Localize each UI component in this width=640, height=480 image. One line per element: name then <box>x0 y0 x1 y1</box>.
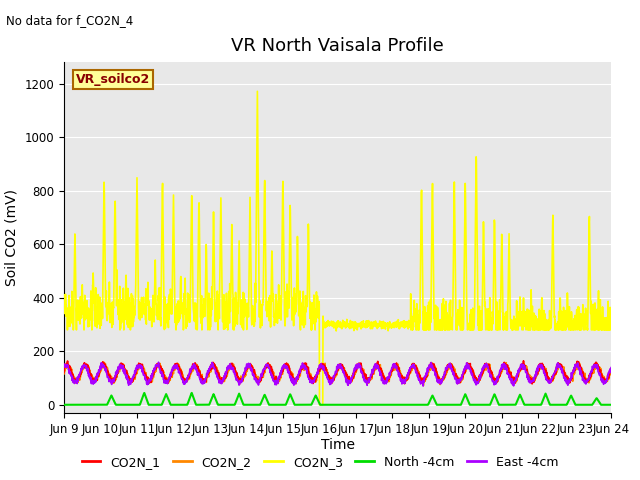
Title: VR North Vaisala Profile: VR North Vaisala Profile <box>231 37 444 55</box>
Text: VR_soilco2: VR_soilco2 <box>76 73 150 86</box>
Text: No data for f_CO2N_4: No data for f_CO2N_4 <box>6 14 134 27</box>
X-axis label: Time: Time <box>321 438 355 452</box>
Legend: CO2N_1, CO2N_2, CO2N_3, North -4cm, East -4cm: CO2N_1, CO2N_2, CO2N_3, North -4cm, East… <box>77 451 563 474</box>
Y-axis label: Soil CO2 (mV): Soil CO2 (mV) <box>5 189 19 286</box>
